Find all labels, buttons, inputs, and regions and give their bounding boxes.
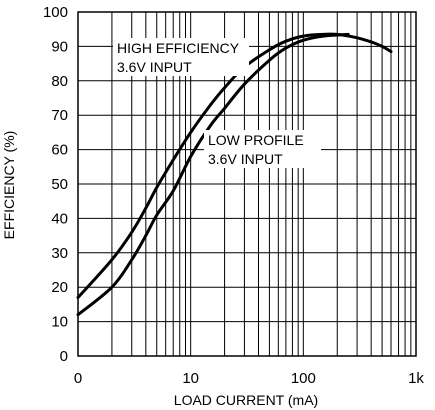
series-annotations: HIGH EFFICIENCY 3.6V INPUT LOW PROFILE 3… [113,38,321,168]
grid [77,11,417,357]
y-tick-label: 50 [51,176,68,193]
y-tick-label: 90 [51,38,68,55]
y-tick-label: 20 [51,279,68,296]
series-line-low-profile [76,32,350,317]
y-axis-title: EFFICIENCY (%) [1,131,17,240]
x-axis-title: LOAD CURRENT (mA) [174,392,318,408]
x-tick-label: 10 [182,370,199,387]
tick-labels: 0 10 20 30 40 50 60 70 80 90 100 0 10 100 1k [43,4,424,387]
series-lines [76,32,393,317]
annotation-low-profile-line2: 3.6V INPUT [208,151,283,167]
x-tick-label: 0 [74,370,82,387]
y-tick-label: 30 [51,245,68,262]
y-tick-label: 60 [51,142,68,159]
y-tick-label: 70 [51,107,68,124]
y-tick-label: 40 [51,210,68,227]
y-tick-label: 80 [51,73,68,90]
annotation-bg-high-efficiency [113,38,249,76]
x-tick-label: 1k [408,370,424,387]
annotation-high-efficiency-line2: 3.6V INPUT [117,59,192,75]
y-tick-label: 10 [51,314,68,331]
y-tick-label: 100 [43,4,68,21]
annotation-low-profile-line1: LOW PROFILE [208,132,304,148]
annotation-bg-low-profile [204,130,321,168]
annotation-high-efficiency-line1: HIGH EFFICIENCY [117,40,240,56]
x-tick-label: 100 [291,370,316,387]
plot-frame [77,11,417,357]
y-tick-label: 0 [60,348,68,365]
